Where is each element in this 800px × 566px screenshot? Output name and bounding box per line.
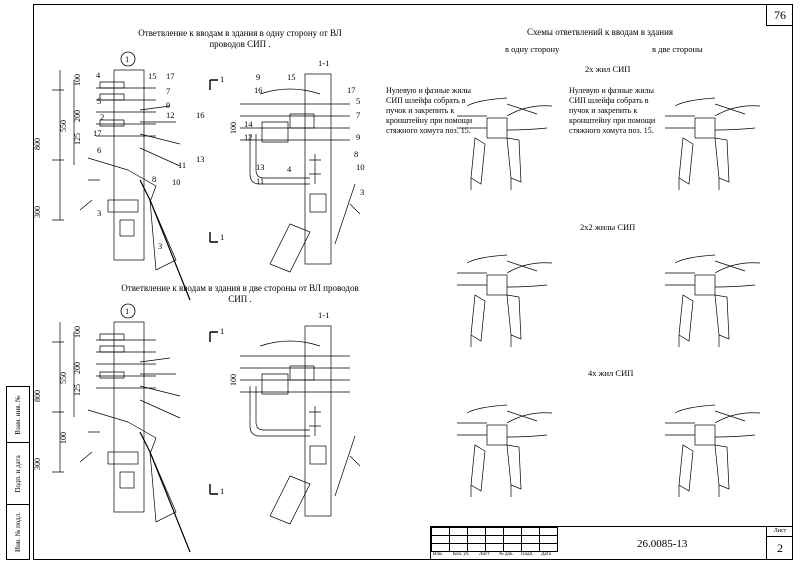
callout-15: 15 (148, 71, 157, 81)
stamp-kol: Кол. уч. (453, 552, 470, 557)
side-callout-15: 15 (287, 72, 296, 82)
title-one-side: Ответвление к вводам в здания в одну сто… (138, 28, 342, 49)
dim-800-bottom: 800 (33, 390, 42, 402)
cut-marker-bottom-2: 1 (220, 486, 225, 496)
scheme-4-left (456, 404, 553, 498)
scheme-two-sides: в две стороны (652, 44, 703, 54)
callout-16: 16 (196, 110, 205, 120)
stamp-date: Дата (541, 552, 551, 557)
sheet-cell: Лист 2 (766, 526, 793, 560)
callout-3b: 3 (158, 241, 162, 251)
callout-17: 17 (166, 71, 175, 81)
side-callout-3: 3 (360, 187, 364, 197)
side-callout-12: 12 (244, 132, 253, 142)
scheme-4-right (664, 404, 761, 498)
callout-4: 4 (96, 70, 101, 80)
dim-200-bottom: 200 (73, 362, 82, 374)
callout-6: 6 (97, 145, 101, 155)
schemes-title: Схемы ответвлений к вводам в здания (526, 27, 674, 37)
side-callout-14: 14 (244, 119, 253, 129)
side-callout-11: 11 (256, 176, 264, 186)
dim-550-bottom: 550 (59, 372, 68, 384)
dim-125-top: 125 (73, 133, 82, 145)
view-circle-top (120, 51, 136, 67)
dim-100-side-top: 100 (229, 122, 238, 134)
side-callout-13: 13 (256, 162, 265, 172)
document-number: 26.0085-13 (637, 538, 688, 550)
dim-800-top: 800 (33, 138, 42, 150)
side-callout-5: 5 (356, 96, 360, 106)
dim-100-bottom: 100 (73, 326, 82, 338)
scheme-2x2-right (664, 254, 761, 348)
dim-100-top: 100 (73, 74, 82, 86)
side-callout-8: 8 (354, 149, 358, 159)
callout-9: 9 (166, 100, 170, 110)
callout-12: 12 (166, 110, 175, 120)
side-callout-17: 17 (347, 85, 356, 95)
callout-13: 13 (196, 154, 205, 164)
dim-100b-bottom: 100 (59, 432, 68, 444)
dim-300-top: 300 (33, 206, 42, 218)
cut-marker-top-2: 1 (220, 232, 225, 242)
side-callout-4: 4 (287, 164, 292, 174)
section-label-bottom: 1-1 (318, 310, 330, 320)
stamp-izm: Изм. (433, 552, 443, 557)
scheme-group-2: 2х жил СИП (585, 64, 631, 74)
drawing-frame (33, 4, 793, 560)
scheme-2x2-left (456, 254, 553, 348)
scheme-group-4: 4х жил СИП (588, 368, 634, 378)
section-label-top: 1-1 (318, 58, 330, 68)
view-label-top: 1 (125, 54, 130, 64)
side-callout-10: 10 (356, 162, 365, 172)
side-callout-16: 16 (254, 85, 263, 95)
strip-cell-sign: Подп. и дата (7, 443, 29, 505)
scheme-2-right (664, 97, 761, 191)
stamp-grid (431, 527, 558, 552)
stamp-list: Лист (479, 552, 490, 557)
side-callout-7: 7 (356, 110, 360, 120)
side-callout-9: 9 (256, 72, 260, 82)
scheme-one-side: в одну сторону (505, 44, 560, 54)
scheme-2-left (456, 97, 553, 191)
callout-8: 8 (152, 174, 156, 184)
binding-strip: Взам. инв. № Подп. и дата Инв. № подл. (6, 386, 30, 560)
callout-10: 10 (172, 177, 181, 187)
sheet-label: Лист (767, 526, 793, 537)
callout-11: 11 (178, 160, 186, 170)
sheet-value: 2 (777, 541, 783, 555)
stamp-ndoc: № док. (499, 552, 514, 557)
side-view-top (239, 73, 361, 273)
scheme-note-right: Нулевую и фазные жилы СИП шлейфа собрать… (569, 86, 656, 135)
front-view-bottom (51, 321, 191, 553)
strip-cell-replace: Взам. инв. № (7, 387, 29, 443)
dim-100-side-bottom: 100 (229, 374, 238, 386)
cut-marker-bottom-1: 1 (220, 326, 225, 336)
callout-2: 2 (100, 112, 104, 122)
view-label-bottom: 1 (125, 306, 130, 316)
side-view-bottom (239, 325, 361, 525)
view-circle-bottom (120, 303, 136, 319)
page-number: 76 (766, 4, 793, 26)
callout-5: 5 (97, 96, 101, 106)
dim-550-top: 550 (59, 120, 68, 132)
title-two-sides: Ответвление к вводам в здания в две стор… (121, 283, 359, 304)
title-block: Изм. Кол. уч. Лист № док. Подп. Дата (430, 526, 793, 560)
callout-17b: 17 (93, 128, 102, 138)
cut-marker-top-1: 1 (220, 74, 225, 84)
scheme-group-2x2: 2х2 жилы СИП (580, 222, 636, 232)
callout-7: 7 (166, 86, 170, 96)
scheme-note-left: Нулевую и фазные жилы СИП шлейфа собрать… (386, 86, 473, 135)
dim-300-bottom: 300 (33, 458, 42, 470)
dim-125-bottom: 125 (73, 384, 82, 396)
stamp-podp: Подп. (521, 552, 534, 557)
callout-3a: 3 (97, 208, 101, 218)
dim-200-top: 200 (73, 110, 82, 122)
side-callout-9b: 9 (356, 132, 360, 142)
